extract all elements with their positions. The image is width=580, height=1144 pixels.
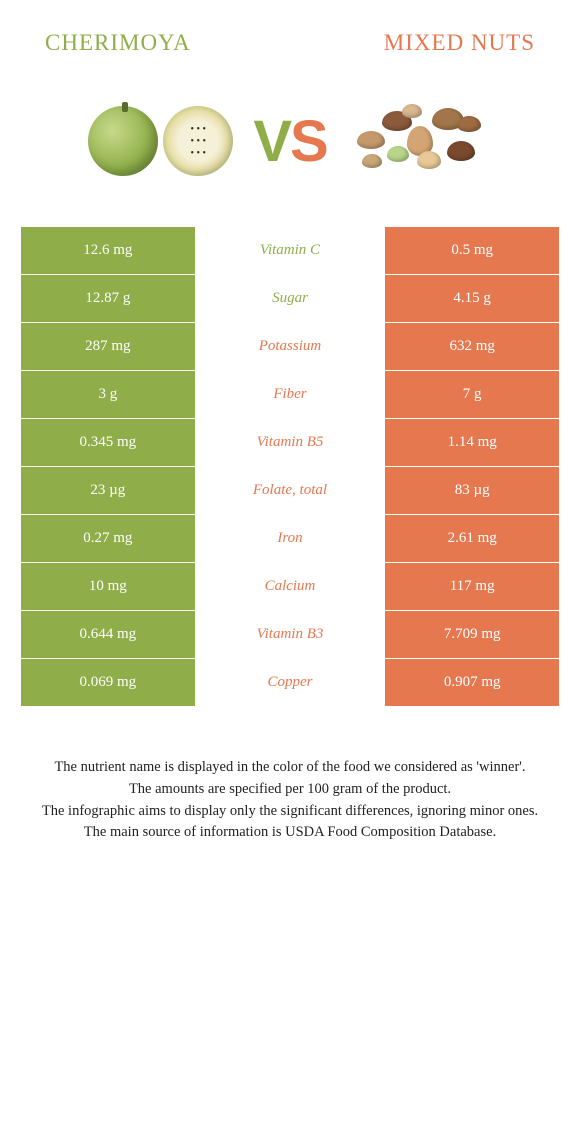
vs-s: S — [290, 109, 327, 174]
footnote-line: The amounts are specified per 100 gram o… — [30, 779, 550, 801]
table-row: 12.87 gSugar4.15 g — [21, 275, 560, 323]
left-value: 12.6 mg — [21, 227, 196, 275]
nut-icon — [362, 154, 382, 168]
footnote-line: The main source of information is USDA F… — [30, 822, 550, 844]
cherimoya-half-icon — [163, 106, 233, 176]
footnotes: The nutrient name is displayed in the co… — [0, 707, 580, 844]
table-row: 12.6 mgVitamin C0.5 mg — [21, 227, 560, 275]
right-value: 632 mg — [385, 323, 560, 371]
header: Cherimoya Mixed nuts — [0, 0, 580, 76]
cherimoya-whole-icon — [88, 106, 158, 176]
left-value: 0.27 mg — [21, 515, 196, 563]
nut-icon — [387, 146, 409, 162]
left-value: 0.345 mg — [21, 419, 196, 467]
table-row: 0.27 mgIron2.61 mg — [21, 515, 560, 563]
nut-icon — [457, 116, 481, 132]
right-value: 1.14 mg — [385, 419, 560, 467]
nutrient-name: Calcium — [195, 563, 385, 611]
left-value: 12.87 g — [21, 275, 196, 323]
right-value: 7 g — [385, 371, 560, 419]
left-value: 10 mg — [21, 563, 196, 611]
right-value: 83 µg — [385, 467, 560, 515]
food1-image — [88, 106, 233, 176]
right-value: 7.709 mg — [385, 611, 560, 659]
left-value: 287 mg — [21, 323, 196, 371]
nut-icon — [417, 151, 441, 169]
vs-label: VS — [253, 108, 326, 175]
nutrient-name: Potassium — [195, 323, 385, 371]
nutrient-name: Vitamin C — [195, 227, 385, 275]
vs-section: VS — [0, 76, 580, 226]
nut-icon — [447, 141, 475, 161]
right-value: 0.5 mg — [385, 227, 560, 275]
nutrient-name: Copper — [195, 659, 385, 707]
right-value: 117 mg — [385, 563, 560, 611]
comparison-table: 12.6 mgVitamin C0.5 mg12.87 gSugar4.15 g… — [20, 226, 560, 707]
nutrient-name: Vitamin B5 — [195, 419, 385, 467]
table-row: 10 mgCalcium117 mg — [21, 563, 560, 611]
food1-title: Cherimoya — [45, 30, 191, 56]
right-value: 0.907 mg — [385, 659, 560, 707]
table-row: 0.069 mgCopper0.907 mg — [21, 659, 560, 707]
left-value: 0.644 mg — [21, 611, 196, 659]
table-row: 287 mgPotassium632 mg — [21, 323, 560, 371]
right-value: 2.61 mg — [385, 515, 560, 563]
nutrient-name: Iron — [195, 515, 385, 563]
nutrient-name: Vitamin B3 — [195, 611, 385, 659]
food2-image — [347, 96, 492, 186]
left-value: 23 µg — [21, 467, 196, 515]
left-value: 3 g — [21, 371, 196, 419]
table-row: 3 gFiber7 g — [21, 371, 560, 419]
table-row: 0.345 mgVitamin B51.14 mg — [21, 419, 560, 467]
nutrient-name: Fiber — [195, 371, 385, 419]
nut-icon — [402, 104, 422, 118]
nutrient-name: Folate, total — [195, 467, 385, 515]
right-value: 4.15 g — [385, 275, 560, 323]
table-row: 23 µgFolate, total83 µg — [21, 467, 560, 515]
footnote-line: The infographic aims to display only the… — [30, 801, 550, 823]
food2-title: Mixed nuts — [384, 30, 535, 56]
table-row: 0.644 mgVitamin B37.709 mg — [21, 611, 560, 659]
vs-v: V — [253, 109, 290, 174]
left-value: 0.069 mg — [21, 659, 196, 707]
footnote-line: The nutrient name is displayed in the co… — [30, 757, 550, 779]
nutrient-name: Sugar — [195, 275, 385, 323]
nut-icon — [357, 131, 385, 149]
